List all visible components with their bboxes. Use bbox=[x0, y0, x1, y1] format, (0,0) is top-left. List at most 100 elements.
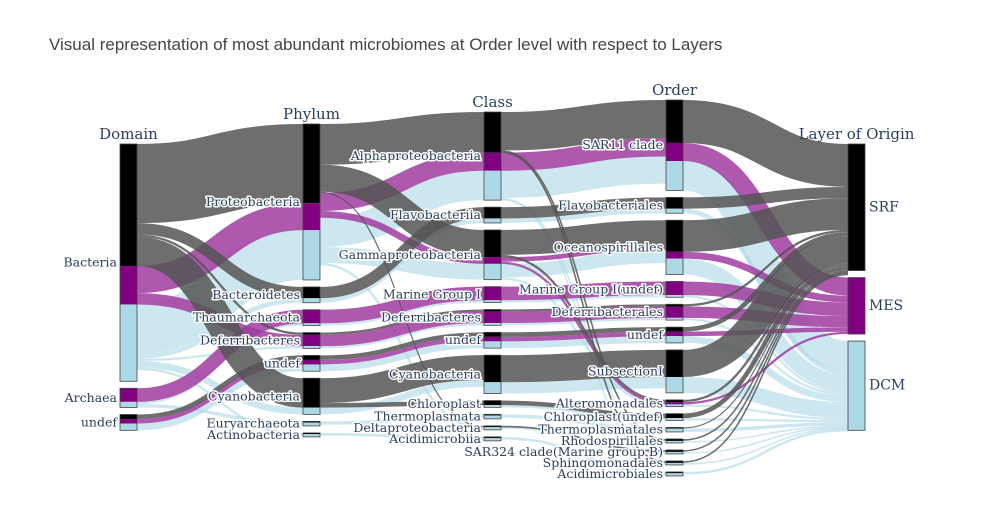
link-p_deferribacteres-c_deferribacteres-mes[interactable] bbox=[319, 311, 485, 347]
link-p_bacteroidetes-c_flavobacteriia-srf[interactable] bbox=[319, 207, 485, 299]
link-o_sphingomonadales-l_srf-srf[interactable] bbox=[682, 273, 849, 463]
link-o_sar11-l_dcm-dcm[interactable] bbox=[681, 161, 850, 371]
node-c_undef[interactable] bbox=[483, 331, 502, 349]
node-c_deltaproteobacteria[interactable] bbox=[483, 425, 502, 431]
node-l_dcm[interactable] bbox=[847, 340, 866, 431]
link-o_sar11-l_srf-srf[interactable] bbox=[682, 100, 849, 187]
node-p_undef[interactable] bbox=[302, 354, 321, 372]
link-c_alphaproteobacteria-o_rhodospirillales-srf[interactable] bbox=[500, 150, 667, 441]
node-l_mes[interactable] bbox=[847, 277, 866, 335]
link-c_deferribacteres-o_deferribacterales-srf[interactable] bbox=[500, 304, 667, 312]
link-c_chloroplast-o_chloroplast_undef-srf[interactable] bbox=[500, 400, 667, 419]
link-p_cyanobacteria-c_cyanobacteria-srf[interactable] bbox=[319, 355, 485, 404]
link-o_oceanospirillales-l_mes-mes[interactable] bbox=[682, 251, 849, 303]
link-p_proteobacteria-c_deltaproteobacteria-srf[interactable] bbox=[319, 191, 485, 428]
link-c_gammaproteobacteria-o_oceanospirillales-mes[interactable] bbox=[500, 245, 667, 262]
link-c_deltaproteobacteria-o_sar324-dcm[interactable] bbox=[500, 427, 667, 454]
link-d_bacteria-p_deferribacteres-srf[interactable] bbox=[136, 234, 304, 335]
link-p_bacteroidetes-c_flavobacteriia-dcm[interactable] bbox=[319, 218, 485, 303]
link-c_cyanobacteria-o_subsectioni-srf[interactable] bbox=[500, 349, 667, 383]
node-p_euryarchaeota[interactable] bbox=[302, 420, 321, 427]
link-c_marine_group_i-o_marine_group_i_undef-dcm[interactable] bbox=[500, 295, 667, 303]
link-o_oceanospirillales-l_srf-srf[interactable] bbox=[682, 198, 849, 252]
node-o_deferribacterales[interactable] bbox=[665, 303, 684, 321]
node-o_chloroplast_undef[interactable] bbox=[665, 413, 684, 421]
link-p_deferribacteres-c_deferribacteres-dcm[interactable] bbox=[319, 323, 485, 349]
link-o_chloroplast_undef-l_dcm-dcm[interactable] bbox=[682, 418, 849, 423]
node-o_marine_group_i_undef[interactable] bbox=[665, 281, 684, 298]
link-p_undef-c_undef-srf[interactable] bbox=[319, 332, 485, 360]
link-o_acidimicrobiales-l_dcm-dcm[interactable] bbox=[682, 429, 849, 475]
link-p_undef-c_undef-dcm[interactable] bbox=[319, 341, 485, 372]
node-o_alteromonadales[interactable] bbox=[665, 399, 684, 408]
link-p_proteobacteria-c_gammaproteobacteria-srf[interactable] bbox=[319, 164, 485, 258]
link-p_proteobacteria-c_gammaproteobacteria-mes[interactable] bbox=[319, 211, 485, 264]
node-o_thermoplasmatales[interactable] bbox=[665, 427, 684, 433]
link-p_actinobacteria-c_acidimicrobiia-dcm[interactable] bbox=[319, 432, 485, 440]
link-c_undef-o_undef-srf[interactable] bbox=[500, 327, 667, 337]
link-o_thermoplasmatales-l_dcm-dcm[interactable] bbox=[682, 422, 849, 432]
link-c_cyanobacteria-o_subsectioni-dcm[interactable] bbox=[500, 377, 667, 394]
link-c_alphaproteobacteria-o_sar11-dcm[interactable] bbox=[500, 156, 667, 198]
link-c_alphaproteobacteria-o_sar11-srf[interactable] bbox=[500, 100, 667, 151]
node-o_flavobacteriales[interactable] bbox=[665, 196, 684, 214]
link-c_alphaproteobacteria-o_sar11-mes[interactable] bbox=[500, 138, 667, 171]
node-d_archaea[interactable] bbox=[119, 387, 138, 408]
node-o_oceanospirillales[interactable] bbox=[665, 219, 684, 275]
node-c_acidimicrobiia[interactable] bbox=[483, 436, 502, 442]
node-o_undef[interactable] bbox=[665, 326, 684, 344]
link-p_proteobacteria-c_alphaproteobacteria-srf[interactable] bbox=[319, 112, 485, 165]
link-c_flavobacteriia-o_flavobacteriales-srf[interactable] bbox=[500, 197, 667, 219]
node-o_subsectioni[interactable] bbox=[665, 349, 684, 394]
link-o_deferribacterales-l_srf-srf[interactable] bbox=[682, 229, 849, 307]
node-c_chloroplast[interactable] bbox=[483, 400, 502, 408]
node-p_proteobacteria[interactable] bbox=[302, 123, 321, 281]
link-p_euryarchaeota-c_thermoplasmata-dcm[interactable] bbox=[319, 414, 485, 425]
link-d_bacteria-p_proteobacteria-mes[interactable] bbox=[136, 203, 304, 294]
node-c_cyanobacteria[interactable] bbox=[483, 354, 502, 394]
link-c_deferribacteres-o_deferribacterales-mes[interactable] bbox=[500, 306, 667, 324]
node-p_actinobacteria[interactable] bbox=[302, 432, 321, 438]
link-d_archaea-p_euryarchaeota-dcm[interactable] bbox=[136, 404, 304, 425]
node-p_thaumarchaeota[interactable] bbox=[302, 309, 321, 326]
link-o_subsectioni-l_srf-srf[interactable] bbox=[682, 236, 849, 378]
node-c_flavobacteriia[interactable] bbox=[483, 206, 502, 224]
node-c_alphaproteobacteria[interactable] bbox=[483, 111, 502, 201]
link-o_undef-l_srf-srf[interactable] bbox=[682, 232, 849, 332]
node-o_rhodospirillales[interactable] bbox=[665, 438, 684, 444]
link-c_marine_group_i-o_marine_group_i_undef-mes[interactable] bbox=[500, 281, 667, 301]
node-c_marine_group_i[interactable] bbox=[483, 286, 502, 303]
link-p_deferribacteres-c_deferribacteres-srf[interactable] bbox=[319, 309, 485, 335]
link-d_undef-p_undef-srf[interactable] bbox=[136, 355, 304, 420]
link-d_bacteria-p_bacteroidetes-srf[interactable] bbox=[136, 223, 304, 299]
link-c_gammaproteobacteria-o_alteromonadales-srf[interactable] bbox=[500, 254, 667, 403]
link-p_cyanobacteria-c_chloroplast-srf[interactable] bbox=[319, 400, 485, 408]
link-o_thermoplasmatales-l_srf-srf[interactable] bbox=[682, 270, 849, 429]
link-o_sar324-l_srf-srf[interactable] bbox=[682, 272, 849, 452]
link-c_undef-o_undef-dcm[interactable] bbox=[500, 336, 667, 349]
link-d_bacteria-p_proteobacteria-dcm[interactable] bbox=[135, 230, 305, 355]
link-c_gammaproteobacteria-o_oceanospirillales-dcm[interactable] bbox=[500, 249, 667, 278]
link-c_deferribacteres-o_deferribacterales-dcm[interactable] bbox=[500, 317, 667, 326]
link-c_flavobacteriia-o_flavobacteriales-dcm[interactable] bbox=[500, 208, 667, 223]
node-o_sar324[interactable] bbox=[665, 449, 684, 455]
link-d_bacteria-p_cyanobacteria-srf[interactable] bbox=[135, 236, 305, 408]
node-l_srf[interactable] bbox=[847, 143, 866, 271]
link-c_acidimicrobiia-o_acidimicrobiales-dcm[interactable] bbox=[500, 436, 667, 475]
link-o_alteromonadales-l_srf-srf[interactable] bbox=[682, 263, 849, 403]
link-p_undef-c_undef-mes[interactable] bbox=[319, 336, 485, 365]
node-o_sar11[interactable] bbox=[665, 99, 684, 191]
node-c_gammaproteobacteria[interactable] bbox=[483, 229, 502, 281]
link-c_undef-o_undef-mes[interactable] bbox=[500, 331, 667, 342]
link-o_sar324-l_dcm-dcm[interactable] bbox=[682, 426, 849, 454]
node-o_sphingomonadales[interactable] bbox=[665, 460, 684, 466]
node-p_cyanobacteria[interactable] bbox=[302, 377, 321, 415]
node-o_acidimicrobiales[interactable] bbox=[665, 471, 684, 477]
link-o_rhodospirillales-l_dcm-dcm[interactable] bbox=[682, 425, 849, 443]
node-p_bacteroidetes[interactable] bbox=[302, 286, 321, 304]
link-o_subsectioni-l_dcm-dcm[interactable] bbox=[682, 377, 849, 418]
node-p_deferribacteres[interactable] bbox=[302, 332, 321, 349]
link-d_bacteria-p_proteobacteria-srf[interactable] bbox=[136, 124, 304, 224]
node-c_thermoplasmata[interactable] bbox=[483, 413, 502, 420]
link-p_thaumarchaeota-c_marine_group_i-dcm[interactable] bbox=[319, 300, 485, 326]
